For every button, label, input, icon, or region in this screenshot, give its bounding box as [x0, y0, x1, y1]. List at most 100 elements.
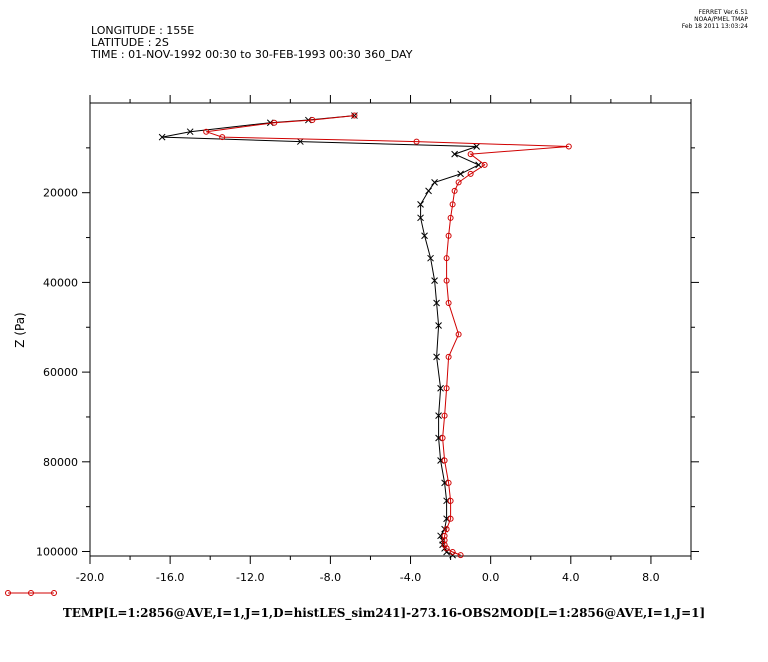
series-1-point: [417, 214, 424, 222]
header-block: LONGITUDE : 155E LATITUDE : 2S TIME : 01…: [91, 25, 412, 61]
marker-stroke: [158, 133, 166, 141]
series-2-point: [449, 201, 456, 208]
marker-stroke: [435, 412, 442, 419]
legend-marker: [5, 590, 11, 596]
series-1-point: [158, 133, 166, 141]
series-2-point: [451, 187, 458, 194]
series-2-point: [413, 138, 420, 145]
series-2-point: [467, 170, 474, 177]
series-2-point: [219, 134, 226, 141]
stamp-line-1: FERRET Ver.6.51: [698, 9, 748, 16]
series-2-point: [443, 277, 450, 284]
series-1-point: [451, 150, 458, 158]
y-tick-label: 60000: [43, 366, 78, 379]
x-tick-label: -4.0: [400, 571, 421, 584]
stamp-line-2: NOAA/PMEL TMAP: [694, 16, 748, 23]
header-latitude: LATITUDE : 2S: [91, 36, 169, 49]
series-2-point: [445, 353, 452, 360]
header-time: TIME : 01-NOV-1992 00:30 to 30-FEB-1993 …: [91, 48, 413, 61]
plot-frame: [89, 102, 692, 557]
series-1-point: [435, 322, 442, 329]
series-group: [158, 112, 572, 559]
x-tick-label: -12.0: [236, 571, 264, 584]
series-1-point: [431, 277, 438, 284]
series-2-point: [203, 128, 210, 135]
series-2-line: [206, 115, 569, 556]
ferret-stamp: FERRET Ver.6.51 NOAA/PMEL TMAP Feb 18 20…: [640, 9, 748, 30]
x-tick-label: -8.0: [320, 571, 341, 584]
series-2-point: [565, 143, 572, 150]
series-2-point: [441, 532, 448, 539]
legend-marker: [28, 590, 34, 596]
legend: [5, 590, 57, 596]
marker-stroke: [435, 322, 442, 329]
series-1-point: [421, 232, 428, 240]
series-2-point: [443, 545, 450, 552]
x-tick-label: -20.0: [76, 571, 104, 584]
y-tick-label: 40000: [43, 276, 78, 289]
series-1-point: [417, 201, 424, 208]
x-tick-label: 4.0: [562, 571, 580, 584]
series-1-point: [457, 170, 464, 178]
series-1-point: [186, 128, 194, 136]
legend-marker: [51, 590, 57, 596]
x-tick-label: 8.0: [642, 571, 660, 584]
series-2-point: [271, 119, 278, 126]
header-longitude: LONGITUDE : 155E: [91, 24, 195, 37]
series-2-point: [445, 479, 452, 486]
marker-stroke: [417, 201, 424, 208]
series-1-point: [433, 353, 440, 361]
series-1-line: [162, 115, 480, 556]
y-tick-label: 80000: [43, 456, 78, 469]
series-2-point: [443, 255, 450, 262]
marker-stroke: [431, 179, 438, 186]
marker-stroke: [296, 138, 304, 145]
stamp-line-3: Feb 18 2011 13:03:24: [681, 23, 748, 30]
series-2-point: [443, 526, 450, 533]
series-1-point: [431, 179, 438, 186]
series-2-point: [455, 331, 462, 338]
series-1-point: [427, 254, 434, 262]
series-2-point: [457, 552, 464, 559]
marker-stroke: [437, 384, 444, 392]
series-2-point: [455, 179, 462, 186]
series-2-point: [445, 300, 452, 307]
series-1-point: [296, 138, 304, 145]
marker-stroke: [425, 187, 432, 195]
marker-stroke: [433, 353, 440, 361]
series-2-point: [351, 112, 358, 119]
x-tick-label: 0.0: [482, 571, 500, 584]
series-1-point: [437, 384, 444, 392]
marker-stroke: [186, 128, 194, 136]
series-2-point: [443, 385, 450, 392]
series-2-point: [481, 161, 488, 168]
series-2-point: [447, 497, 454, 504]
series-1-point: [435, 412, 442, 419]
series-2-point: [439, 435, 446, 442]
axes-group: -20.0 -16.0 -12.0 -8.0 -4.0 0.0 4.0 8.0 20000 400…: [36, 95, 699, 584]
y-tick-label: 100000: [36, 546, 78, 559]
marker-stroke: [451, 150, 458, 158]
footer-title: TEMP[L=1:2856@AVE,I=1,J=1,D=histLES_sim2…: [62, 606, 706, 620]
marker-stroke: [457, 170, 464, 178]
series-2-point: [467, 151, 474, 158]
marker-stroke: [431, 277, 438, 284]
marker-stroke: [473, 143, 480, 150]
series-2-point: [445, 232, 452, 239]
series-2-point: [447, 214, 454, 221]
x-tick-label: -16.0: [156, 571, 184, 584]
series-2-point: [441, 412, 448, 419]
series-2-point: [441, 457, 448, 464]
y-axis-label: Z (Pa): [13, 312, 27, 347]
series-2-point: [441, 537, 448, 544]
series-2-point: [309, 117, 316, 124]
series-2-point: [449, 548, 456, 555]
marker-stroke: [427, 254, 434, 262]
series-1-point: [433, 299, 440, 307]
series-2-point: [447, 515, 454, 522]
marker-stroke: [421, 232, 428, 240]
y-tick-label: 20000: [43, 187, 78, 200]
series-1-point: [473, 143, 480, 150]
marker-stroke: [475, 161, 483, 169]
